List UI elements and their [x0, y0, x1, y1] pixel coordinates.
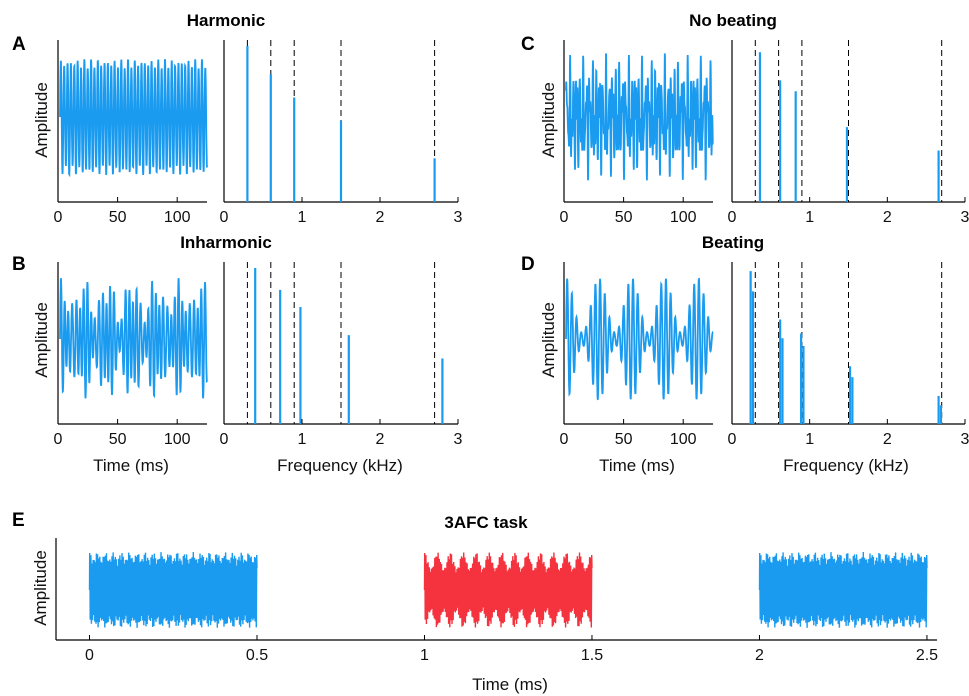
panel-a-spectrum-tick-label-0: 0 — [220, 209, 229, 226]
panel-e-tick-label-5: 2.5 — [916, 647, 938, 664]
panel-d-waveform-tick-label-2: 100 — [670, 431, 697, 448]
panel-b-spectrum-tick-label-1: 1 — [298, 431, 307, 448]
ylabel-a: Amplitude — [32, 82, 51, 158]
panel-c-spectrum-tick-label-3: 3 — [961, 209, 969, 226]
panel-d-spectrum-tick-label-1: 1 — [805, 431, 814, 448]
panel-c-waveform-line — [565, 53, 714, 181]
panel-e-tick-label-2: 1 — [420, 647, 429, 664]
panel-c-waveform-tick-label-2: 100 — [670, 209, 697, 226]
title-inharmonic: Inharmonic — [180, 233, 272, 252]
panel-a-waveform-tick-label-2: 100 — [164, 209, 191, 226]
title-3afc: 3AFC task — [444, 513, 528, 532]
panel-e-interval-3 — [758, 551, 928, 628]
xlabel-b-spectrum: Frequency (kHz) — [277, 456, 403, 475]
panel-a-waveform-line — [59, 59, 208, 178]
panel-b-spectrum-tick-label-2: 2 — [376, 431, 385, 448]
panel-c-spectrum-tick-label-1: 1 — [805, 209, 814, 226]
panel-c-spectrum-tick-label-2: 2 — [883, 209, 892, 226]
panel-a-spectrum-tick-label-3: 3 — [454, 209, 463, 226]
panel-b-waveform-line — [59, 278, 208, 399]
plots-layer: 0 50 100 0 1 2 3 0 50 100 0 1 2 3 0 50 100 0 1 2 3 0 50 100 0 1 2 3… — [54, 40, 969, 664]
panel-letter-c: C — [521, 34, 535, 55]
ylabel-e: Amplitude — [31, 550, 50, 626]
panel-a-spectrum-tick-label-1: 1 — [298, 209, 307, 226]
panel-b-spectrum-tick-label-3: 3 — [454, 431, 463, 448]
panel-e-tick-label-0: 0 — [85, 647, 94, 664]
title-harmonic: Harmonic — [187, 11, 265, 30]
panel-letter-a: A — [12, 34, 26, 55]
panel-e-tick-label-4: 2 — [755, 647, 764, 664]
ylabel-b: Amplitude — [32, 302, 51, 378]
panel-d-waveform-tick-label-1: 50 — [615, 431, 633, 448]
ylabel-c: Amplitude — [539, 82, 558, 158]
panel-b-spectrum-tick-label-0: 0 — [220, 431, 229, 448]
panel-e-interval-1 — [88, 551, 258, 628]
panel-letter-e: E — [12, 510, 25, 531]
panel-c-waveform-tick-label-0: 0 — [560, 209, 569, 226]
panel-b-waveform-tick-label-1: 50 — [109, 431, 127, 448]
panel-d-spectrum-tick-label-0: 0 — [728, 431, 737, 448]
xlabel-d-spectrum: Frequency (kHz) — [783, 456, 909, 475]
panel-a-waveform-tick-label-0: 0 — [54, 209, 63, 226]
panel-d-waveform-line — [565, 277, 714, 401]
panel-e-tick-label-1: 0.5 — [246, 647, 268, 664]
xlabel-e: Time (ms) — [472, 675, 548, 694]
panel-letter-b: B — [12, 254, 26, 275]
panel-e-interval-2 — [423, 552, 593, 628]
panel-letter-d: D — [521, 254, 535, 275]
panel-b-waveform-tick-label-0: 0 — [54, 431, 63, 448]
xlabel-b-waveform: Time (ms) — [93, 456, 169, 475]
panel-d-waveform-tick-label-0: 0 — [560, 431, 569, 448]
panel-e-tick-label-3: 1.5 — [581, 647, 603, 664]
panel-c-spectrum-tick-label-0: 0 — [728, 209, 737, 226]
panel-d-spectrum-tick-label-3: 3 — [961, 431, 969, 448]
panel-a-spectrum-tick-label-2: 2 — [376, 209, 385, 226]
title-beating: Beating — [702, 233, 764, 252]
panel-a-waveform-tick-label-1: 50 — [109, 209, 127, 226]
panel-c-waveform-tick-label-1: 50 — [615, 209, 633, 226]
panel-b-waveform-tick-label-2: 100 — [164, 431, 191, 448]
xlabel-d-waveform: Time (ms) — [599, 456, 675, 475]
ylabel-d: Amplitude — [539, 302, 558, 378]
title-no-beating: No beating — [689, 11, 777, 30]
panel-d-spectrum-tick-label-2: 2 — [883, 431, 892, 448]
